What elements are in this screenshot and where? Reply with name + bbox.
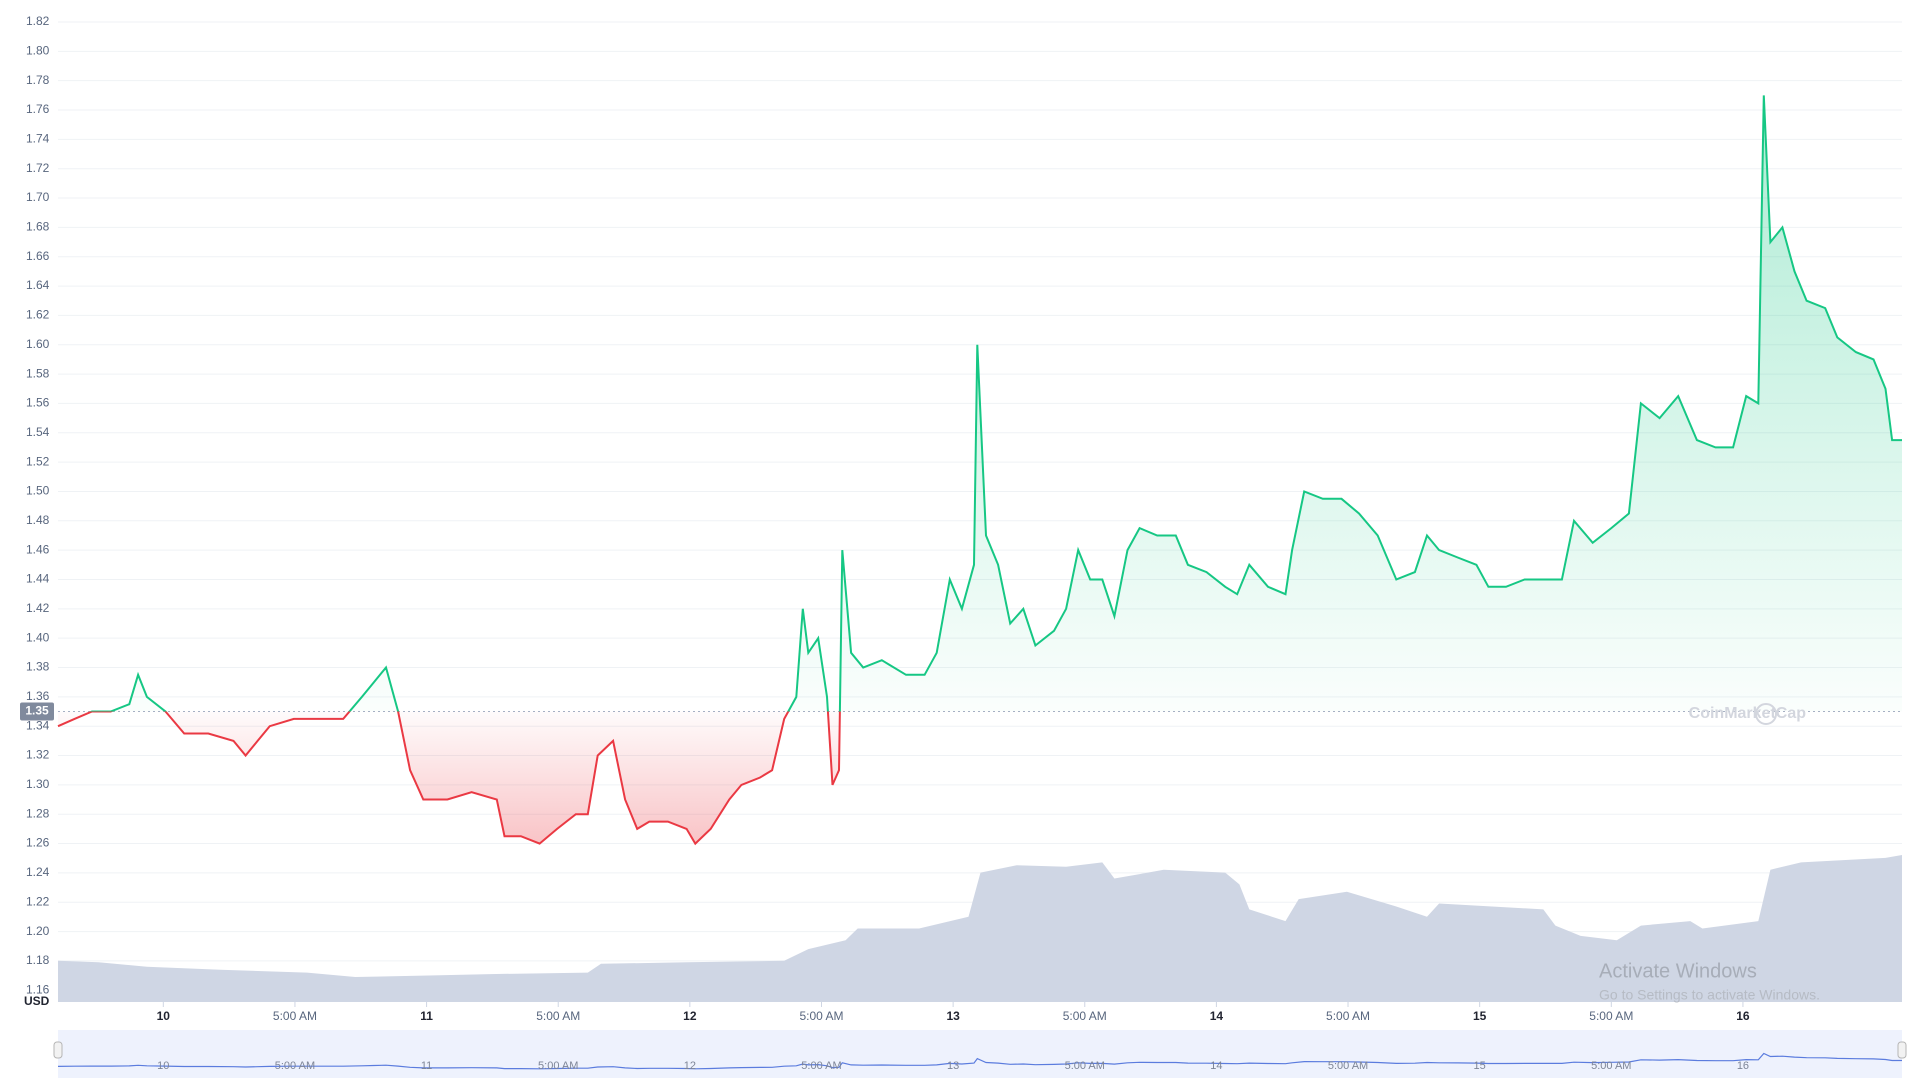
- y-tick-label: 1.62: [26, 308, 50, 322]
- area-down: [58, 711, 1902, 844]
- y-tick-label: 1.34: [26, 718, 50, 732]
- y-tick-label: 1.52: [26, 454, 50, 468]
- y-tick-label: 1.68: [26, 220, 50, 234]
- y-tick-label: 1.76: [26, 102, 50, 116]
- y-tick-label: 1.44: [26, 572, 50, 586]
- y-tick-label: 1.78: [26, 73, 50, 87]
- navigator-tick-label: 13: [947, 1060, 959, 1072]
- overlay-subtitle: Go to Settings to activate Windows.: [1599, 987, 1820, 1003]
- x-tick-label: 5:00 AM: [1326, 1009, 1370, 1023]
- watermark-logo: [1755, 703, 1777, 725]
- y-tick-label: 1.38: [26, 660, 50, 674]
- y-tick-label: 1.50: [26, 484, 50, 498]
- navigator-tick-label: 5:00 AM: [1328, 1060, 1368, 1072]
- y-tick-label: 1.72: [26, 161, 50, 175]
- price-line-down: [57, 711, 841, 846]
- navigator-tick-label: 5:00 AM: [538, 1060, 578, 1072]
- x-tick-label: 10: [157, 1009, 171, 1023]
- navigator-tick-label: 5:00 AM: [1065, 1060, 1105, 1072]
- y-tick-label: 1.16: [26, 982, 50, 996]
- navigator-tick-label: 5:00 AM: [801, 1060, 841, 1072]
- navigator-tick-label: 12: [684, 1060, 696, 1072]
- x-tick-label: 5:00 AM: [1063, 1009, 1107, 1023]
- navigator-bg: [58, 1030, 1902, 1078]
- x-tick-label: 16: [1736, 1009, 1750, 1023]
- y-tick-label: 1.42: [26, 601, 50, 615]
- y-tick-label: 1.28: [26, 806, 50, 820]
- navigator-line: [57, 1052, 1902, 1070]
- navigator-tick-label: 5:00 AM: [275, 1060, 315, 1072]
- navigator-handle[interactable]: [1897, 1041, 1907, 1059]
- y-tick-label: 1.40: [26, 630, 50, 644]
- baseline-label: 1.35: [25, 704, 49, 718]
- y-tick-label: 1.30: [26, 777, 50, 791]
- x-tick-label: 15: [1473, 1009, 1487, 1023]
- navigator-tick-label: 15: [1474, 1060, 1486, 1072]
- volume-area: [58, 855, 1902, 1002]
- x-tick-label: 14: [1210, 1009, 1224, 1023]
- y-tick-label: 1.80: [26, 44, 50, 58]
- navigator-tick-label: 14: [1210, 1060, 1222, 1072]
- x-tick-label: 5:00 AM: [536, 1009, 580, 1023]
- navigator-tick-label: 10: [157, 1060, 169, 1072]
- y-tick-label: 1.22: [26, 894, 50, 908]
- y-tick-label: 1.56: [26, 396, 50, 410]
- y-tick-label: 1.54: [26, 425, 50, 439]
- y-tick-label: 1.36: [26, 689, 50, 703]
- y-tick-label: 1.18: [26, 953, 50, 967]
- y-tick-label: 1.58: [26, 366, 50, 380]
- y-tick-label: 1.46: [26, 542, 50, 556]
- area-up: [91, 95, 1902, 712]
- y-tick-label: 1.60: [26, 337, 50, 351]
- navigator-tick-label: 16: [1737, 1060, 1749, 1072]
- y-tick-label: 1.64: [26, 278, 50, 292]
- x-tick-label: 12: [683, 1009, 697, 1023]
- navigator-tick-label: 11: [421, 1060, 432, 1072]
- navigator-tick-label: 5:00 AM: [1591, 1060, 1631, 1072]
- x-tick-label: 13: [946, 1009, 960, 1023]
- baseline-label-box: [20, 702, 54, 721]
- y-tick-label: 1.74: [26, 132, 50, 146]
- x-tick-label: 11: [420, 1009, 433, 1023]
- y-tick-label: 1.66: [26, 249, 50, 263]
- overlay-title: Activate Windows: [1599, 960, 1757, 982]
- x-tick-label: 5:00 AM: [273, 1009, 317, 1023]
- watermark: CoinMarketCap: [1689, 705, 1807, 722]
- y-tick-label: 1.20: [26, 924, 50, 938]
- y-tick-label: 1.82: [26, 14, 50, 28]
- y-tick-label: 1.70: [26, 190, 50, 204]
- x-tick-label: 5:00 AM: [1589, 1009, 1633, 1023]
- navigator-handle[interactable]: [53, 1041, 63, 1059]
- x-tick-label: 5:00 AM: [799, 1009, 843, 1023]
- y-tick-label: 1.24: [26, 865, 50, 879]
- price-line-up: [89, 95, 1902, 712]
- y-tick-label: 1.32: [26, 748, 50, 762]
- y-tick-label: 1.26: [26, 836, 50, 850]
- currency-label: USD: [24, 994, 50, 1008]
- y-tick-label: 1.48: [26, 513, 50, 527]
